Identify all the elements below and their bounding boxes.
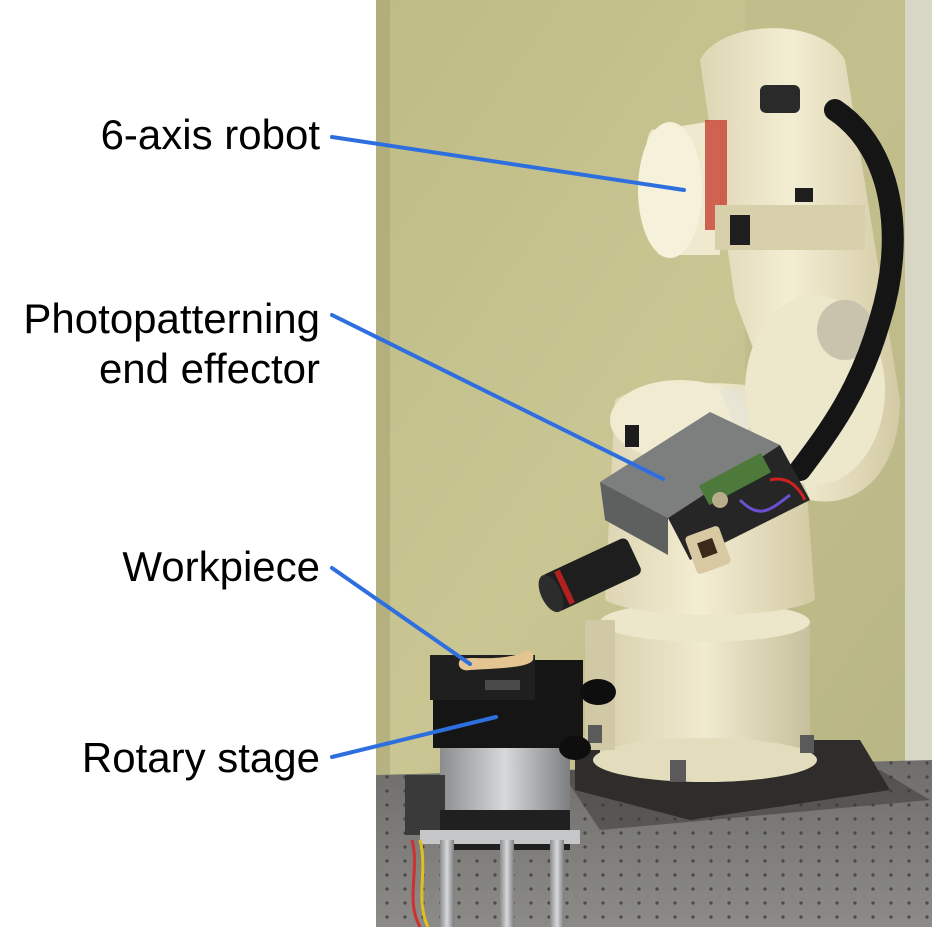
callout-line-workpiece bbox=[330, 566, 472, 666]
label-effector-line2: end effector bbox=[98, 345, 320, 392]
label-photopatterning-end-effector: Photopatterning end effector bbox=[23, 294, 320, 394]
label-effector-line1: Photopatterning bbox=[23, 295, 320, 342]
callout-lines bbox=[330, 135, 686, 759]
label-rotary-stage: Rotary stage bbox=[82, 733, 320, 783]
label-6-axis-robot: 6-axis robot bbox=[101, 110, 320, 160]
label-rotary-stage-text: Rotary stage bbox=[81, 734, 320, 781]
rotary-stage bbox=[405, 655, 616, 927]
robot-cable bbox=[789, 99, 904, 481]
workpiece bbox=[458, 650, 534, 671]
label-6-axis-robot-text: 6-axis robot bbox=[100, 111, 320, 158]
callout-line-effector bbox=[330, 313, 665, 481]
end-effector bbox=[538, 412, 810, 613]
callout-line-robot bbox=[330, 135, 686, 192]
callout-line-stage bbox=[330, 715, 498, 759]
label-workpiece: Workpiece bbox=[122, 542, 320, 592]
label-workpiece-text: Workpiece bbox=[122, 543, 320, 590]
